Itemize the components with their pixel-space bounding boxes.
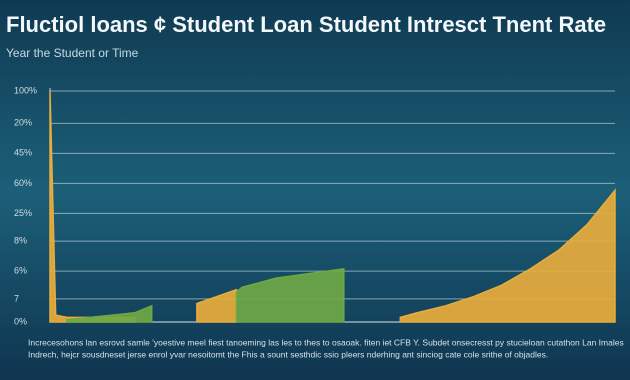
y-tick-label: 0%	[14, 316, 27, 326]
y-tick-label: 45%	[14, 148, 32, 158]
y-tick-label: 100%	[14, 85, 37, 95]
area	[66, 268, 345, 323]
y-tick-label: 60%	[14, 178, 32, 188]
y-tick-label: 6%	[14, 266, 27, 276]
footnote: Increcesohons lan esrovd samle 'yoestive…	[28, 337, 624, 347]
y-tick-label: 7	[14, 293, 19, 303]
y-tick-label: 8%	[14, 236, 27, 246]
y-tick-label: 20%	[14, 118, 32, 128]
chart-title: Fluctiol loans ¢ Student Loan Student In…	[6, 12, 606, 37]
y-tick-label: 25%	[14, 208, 32, 218]
chart-subtitle: Year the Student or Time	[6, 46, 139, 60]
footnote: Indrech, hejcr sousdneset jerse enrol yv…	[28, 349, 548, 359]
